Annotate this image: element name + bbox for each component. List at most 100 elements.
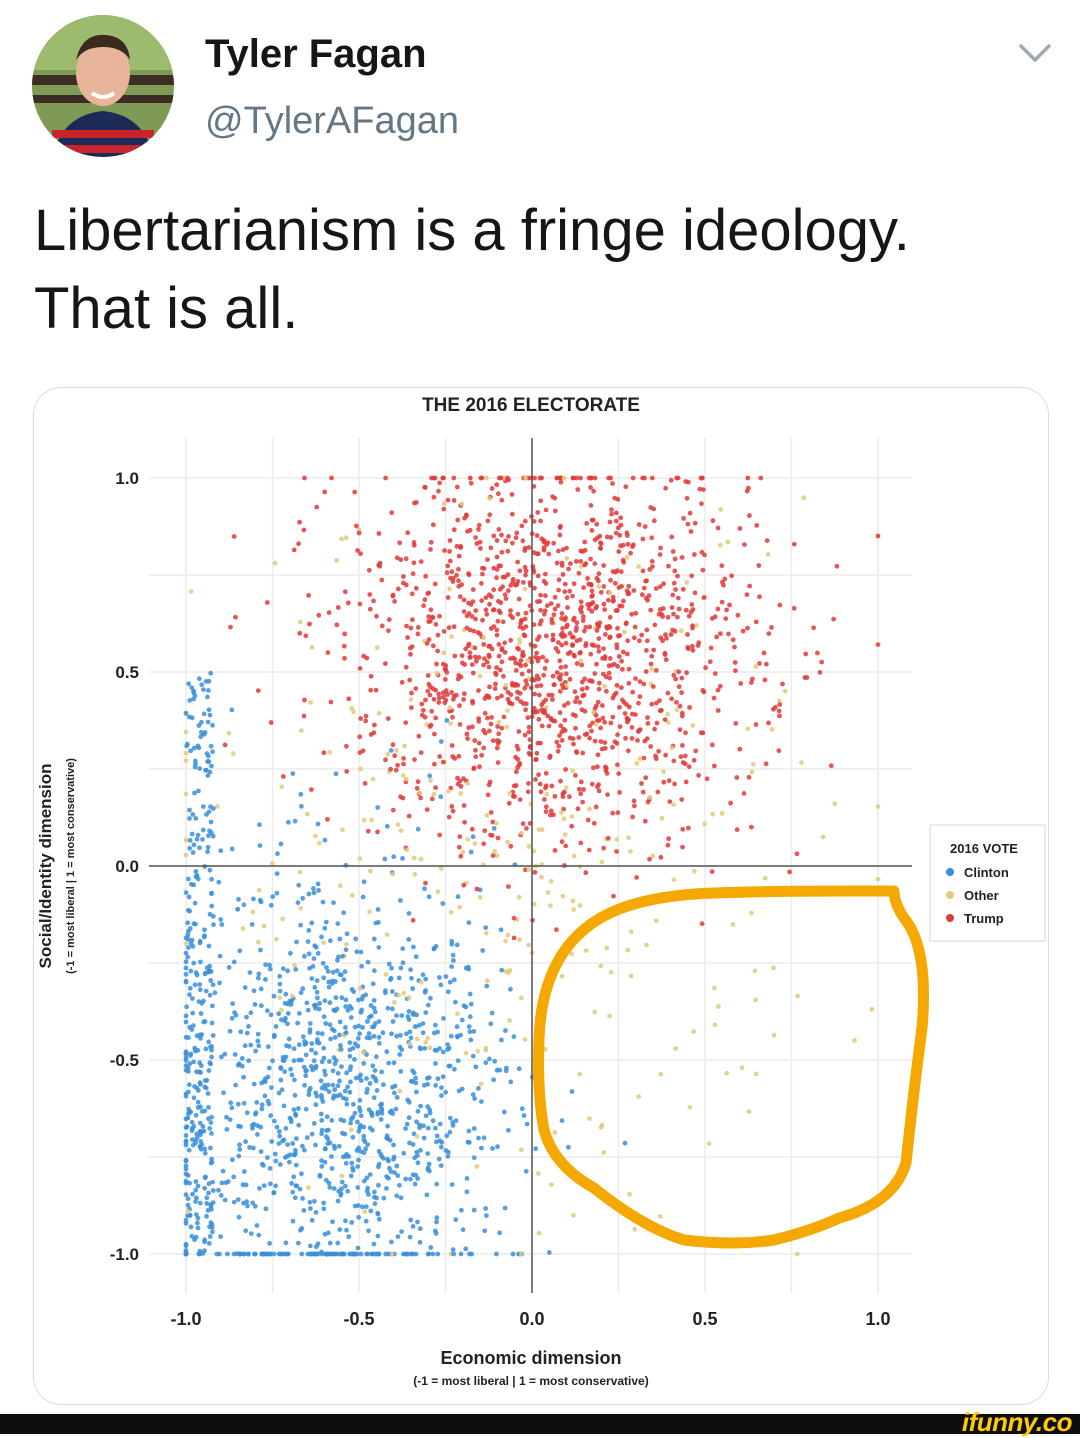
- display-name[interactable]: Tyler Fagan: [205, 32, 427, 76]
- data-point-other: [750, 761, 756, 767]
- data-point-trump: [571, 581, 577, 587]
- data-point-trump: [508, 637, 514, 643]
- data-point-trump: [511, 935, 517, 941]
- data-point-clinton: [327, 1140, 333, 1146]
- data-point-trump: [625, 651, 630, 657]
- data-point-trump: [578, 791, 584, 797]
- data-point-other: [875, 804, 881, 809]
- data-point-trump: [763, 761, 769, 767]
- data-point-trump: [574, 625, 579, 630]
- data-point-trump: [579, 662, 585, 668]
- data-point-clinton: [394, 1033, 399, 1039]
- data-point-clinton: [191, 842, 197, 848]
- data-point-clinton: [436, 1156, 442, 1162]
- data-point-clinton: [511, 1034, 517, 1040]
- data-point-other: [507, 791, 513, 796]
- data-point-trump: [499, 646, 505, 651]
- data-point-trump: [538, 607, 543, 613]
- data-point-trump: [476, 522, 482, 528]
- data-point-trump: [534, 650, 539, 656]
- data-point-trump: [641, 755, 647, 761]
- data-point-clinton: [366, 1107, 372, 1113]
- data-point-trump: [432, 475, 438, 481]
- data-point-clinton: [366, 1228, 371, 1234]
- data-point-trump: [617, 724, 623, 729]
- data-point-clinton: [300, 986, 306, 992]
- data-point-other: [712, 1022, 718, 1028]
- data-point-clinton: [195, 1183, 201, 1189]
- data-point-trump: [589, 781, 595, 787]
- data-point-clinton: [194, 972, 200, 978]
- data-point-other: [298, 905, 304, 911]
- data-point-clinton: [256, 975, 261, 981]
- data-point-trump: [631, 635, 637, 641]
- data-point-clinton: [371, 936, 377, 942]
- data-point-trump: [593, 605, 599, 611]
- data-point-clinton: [206, 833, 211, 839]
- data-point-trump: [410, 617, 415, 623]
- data-point-other: [351, 709, 356, 715]
- hand-drawn-circle-annotation: [533, 885, 929, 1249]
- data-point-trump: [651, 647, 657, 653]
- data-point-other: [539, 874, 544, 880]
- data-point-trump: [454, 484, 460, 490]
- data-point-clinton: [327, 1000, 333, 1006]
- data-point-trump: [425, 688, 431, 694]
- data-point-trump: [565, 700, 571, 706]
- data-point-trump: [440, 661, 446, 667]
- data-point-clinton: [195, 1215, 201, 1221]
- data-point-trump: [645, 799, 651, 805]
- tweet-menu-button[interactable]: [1017, 40, 1053, 68]
- media-card[interactable]: THE 2016 ELECTORATE 1.0 0.5 0.0 -0.5 -1.…: [33, 387, 1049, 1405]
- data-point-clinton: [209, 876, 215, 882]
- data-point-trump: [565, 605, 570, 610]
- data-point-clinton: [459, 1017, 465, 1023]
- data-point-clinton: [200, 1124, 206, 1129]
- data-point-clinton: [319, 1118, 325, 1123]
- data-point-clinton: [424, 1192, 430, 1198]
- data-point-clinton: [349, 1116, 354, 1122]
- data-point-trump: [721, 582, 726, 588]
- data-point-clinton: [322, 837, 328, 843]
- data-point-other: [561, 816, 567, 822]
- data-point-trump: [547, 753, 553, 759]
- data-point-trump: [666, 563, 671, 569]
- data-point-clinton: [463, 1246, 469, 1252]
- data-point-clinton: [229, 707, 235, 713]
- data-point-clinton: [423, 976, 429, 982]
- data-point-clinton: [364, 1090, 370, 1095]
- data-point-clinton: [241, 902, 247, 908]
- data-point-other: [297, 869, 303, 875]
- data-point-other: [628, 929, 634, 934]
- data-point-trump: [578, 475, 583, 481]
- data-point-other: [684, 580, 690, 585]
- data-point-clinton: [448, 1033, 454, 1039]
- data-point-clinton: [398, 1195, 404, 1201]
- data-point-trump: [535, 637, 540, 642]
- data-point-clinton: [309, 1217, 315, 1223]
- data-point-trump: [625, 533, 630, 538]
- data-point-clinton: [378, 1117, 384, 1122]
- data-point-trump: [560, 634, 565, 639]
- data-point-clinton: [209, 1207, 214, 1212]
- data-point-clinton: [451, 958, 456, 963]
- data-point-clinton: [451, 1251, 457, 1257]
- data-point-clinton: [399, 1229, 404, 1234]
- data-point-clinton: [230, 1001, 236, 1006]
- data-point-clinton: [423, 1010, 429, 1015]
- data-point-trump: [595, 764, 600, 770]
- data-point-trump: [559, 738, 565, 743]
- data-point-trump: [595, 699, 601, 705]
- data-point-trump: [441, 475, 446, 481]
- data-point-trump: [777, 702, 783, 707]
- data-point-clinton: [195, 1105, 201, 1110]
- data-point-other: [505, 839, 511, 845]
- data-point-clinton: [302, 953, 307, 959]
- data-point-clinton: [185, 1065, 191, 1071]
- data-point-clinton: [202, 1078, 208, 1083]
- data-point-trump: [607, 675, 613, 681]
- avatar[interactable]: [32, 15, 174, 157]
- data-point-clinton: [385, 1157, 390, 1162]
- data-point-trump: [596, 680, 602, 686]
- user-handle[interactable]: @TylerAFagan: [205, 100, 460, 142]
